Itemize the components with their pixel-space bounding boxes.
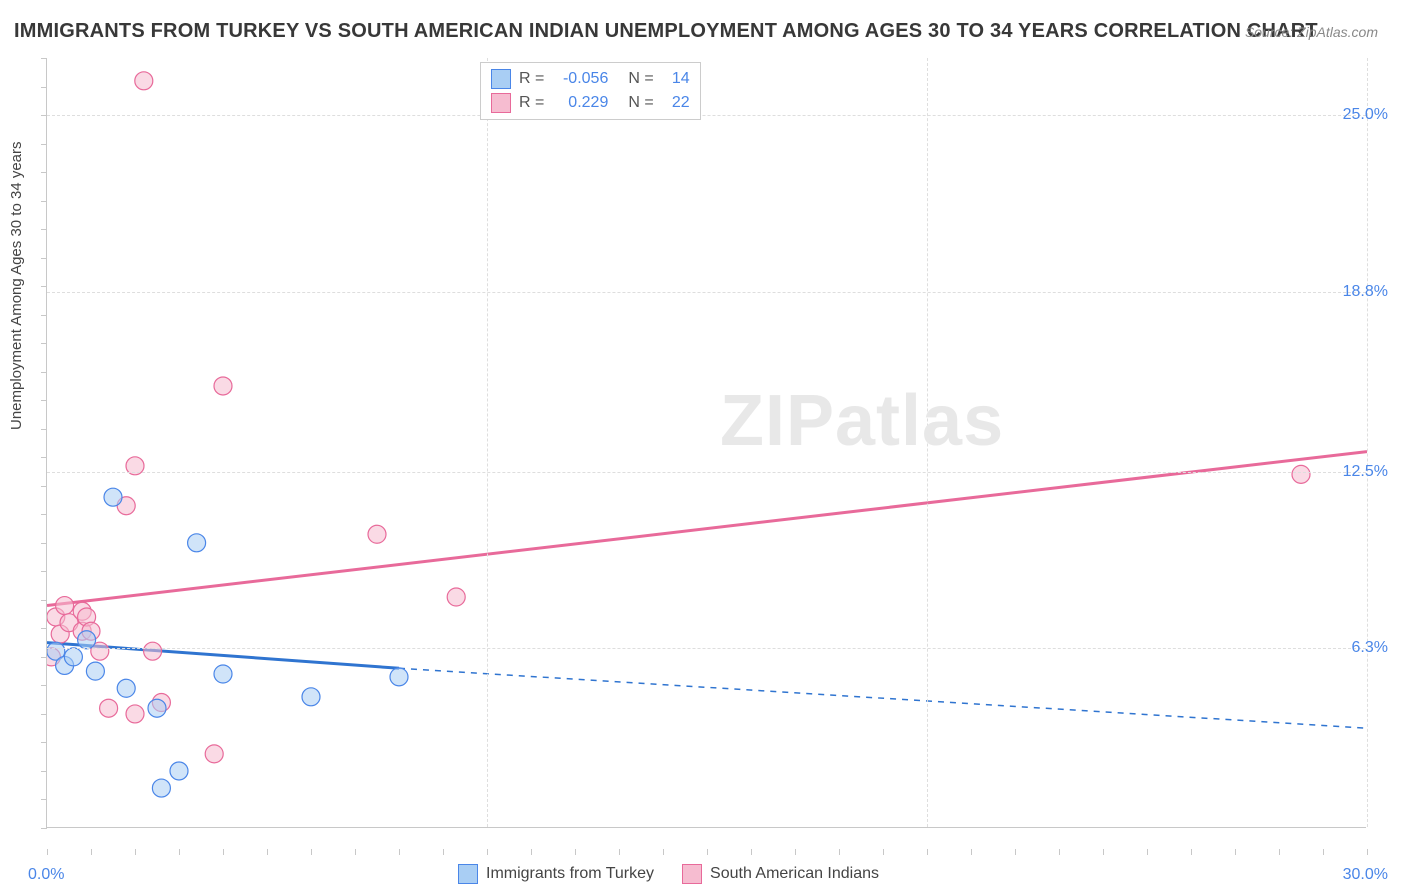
- x-tick: [1059, 849, 1060, 855]
- x-tick: [1279, 849, 1280, 855]
- x-tick: [135, 849, 136, 855]
- x-tick: [619, 849, 620, 855]
- x-tick: [575, 849, 576, 855]
- gridline-h: [47, 115, 1366, 116]
- x-tick: [1015, 849, 1016, 855]
- y-tick: [41, 799, 47, 800]
- gridline-h: [47, 472, 1366, 473]
- legend-label-1: South American Indians: [710, 865, 879, 883]
- x-tick: [663, 849, 664, 855]
- x-tick: [1367, 849, 1368, 855]
- x-tick: [839, 849, 840, 855]
- x-tick: [355, 849, 356, 855]
- x-tick: [1103, 849, 1104, 855]
- y-tick: [41, 286, 47, 287]
- swatch-series-1: [491, 93, 511, 113]
- y-tick: [41, 571, 47, 572]
- legend-label-0: Immigrants from Turkey: [486, 865, 654, 883]
- y-tick: [41, 685, 47, 686]
- y-tick: [41, 144, 47, 145]
- y-tick: [41, 628, 47, 629]
- y-tick: [41, 229, 47, 230]
- legend-row-series-0: R = -0.056 N = 14: [491, 67, 690, 91]
- y-tick: [41, 457, 47, 458]
- correlation-legend-box: R = -0.056 N = 14 R = 0.229 N = 22: [480, 62, 701, 120]
- x-tick: [179, 849, 180, 855]
- y-tick: [41, 771, 47, 772]
- x-tick: [311, 849, 312, 855]
- y-tick: [41, 87, 47, 88]
- x-tick: [795, 849, 796, 855]
- chart-title: IMMIGRANTS FROM TURKEY VS SOUTH AMERICAN…: [14, 20, 1318, 43]
- gridline-v: [487, 58, 488, 827]
- r-label: R =: [519, 94, 544, 112]
- y-tick: [41, 486, 47, 487]
- y-tick-label: 12.5%: [1343, 463, 1388, 481]
- chart-svg: [47, 58, 1367, 828]
- x-tick: [1191, 849, 1192, 855]
- y-tick: [41, 714, 47, 715]
- y-tick: [41, 742, 47, 743]
- y-tick: [41, 58, 47, 59]
- y-tick: [41, 343, 47, 344]
- y-tick-label: 18.8%: [1343, 283, 1388, 301]
- y-tick: [41, 828, 47, 829]
- legend-row-series-1: R = 0.229 N = 22: [491, 91, 690, 115]
- n-value-0: 14: [662, 70, 690, 88]
- r-label: R =: [519, 70, 544, 88]
- y-tick: [41, 258, 47, 259]
- x-tick: [443, 849, 444, 855]
- x-tick: [91, 849, 92, 855]
- gridline-h: [47, 648, 1366, 649]
- x-axis-max-label: 30.0%: [1343, 866, 1388, 884]
- x-tick: [267, 849, 268, 855]
- y-tick: [41, 372, 47, 373]
- n-value-1: 22: [662, 94, 690, 112]
- y-tick: [41, 600, 47, 601]
- y-tick: [41, 315, 47, 316]
- x-axis-min-label: 0.0%: [28, 866, 64, 884]
- r-value-0: -0.056: [552, 70, 608, 88]
- y-tick: [41, 514, 47, 515]
- watermark-atlas: atlas: [835, 381, 1004, 461]
- x-tick: [927, 849, 928, 855]
- y-tick: [41, 115, 47, 116]
- legend-item-0: Immigrants from Turkey: [458, 864, 654, 884]
- y-tick: [41, 543, 47, 544]
- y-tick: [41, 201, 47, 202]
- x-tick: [883, 849, 884, 855]
- y-tick: [41, 657, 47, 658]
- gridline-h: [47, 292, 1366, 293]
- y-axis-label: Unemployment Among Ages 30 to 34 years: [8, 141, 25, 430]
- legend-item-1: South American Indians: [682, 864, 879, 884]
- x-tick: [751, 849, 752, 855]
- x-tick: [47, 849, 48, 855]
- x-tick: [1235, 849, 1236, 855]
- swatch-series-0: [491, 69, 511, 89]
- y-tick-label: 25.0%: [1343, 106, 1388, 124]
- x-tick: [487, 849, 488, 855]
- watermark: ZIPatlas: [720, 380, 1004, 462]
- r-value-1: 0.229: [552, 94, 608, 112]
- x-tick: [971, 849, 972, 855]
- x-tick: [1147, 849, 1148, 855]
- n-label: N =: [628, 94, 653, 112]
- series-legend: Immigrants from Turkey South American In…: [458, 864, 879, 884]
- y-tick: [41, 172, 47, 173]
- x-tick: [531, 849, 532, 855]
- x-tick: [223, 849, 224, 855]
- x-tick: [707, 849, 708, 855]
- chart-plot-area: [46, 58, 1366, 828]
- n-label: N =: [628, 70, 653, 88]
- x-tick: [399, 849, 400, 855]
- legend-swatch-0: [458, 864, 478, 884]
- y-tick: [41, 429, 47, 430]
- watermark-zip: ZIP: [720, 381, 835, 461]
- legend-swatch-1: [682, 864, 702, 884]
- x-tick: [1323, 849, 1324, 855]
- y-tick-label: 6.3%: [1352, 639, 1388, 657]
- source-label: Source: ZipAtlas.com: [1245, 24, 1378, 40]
- gridline-v: [1367, 58, 1368, 827]
- y-tick: [41, 400, 47, 401]
